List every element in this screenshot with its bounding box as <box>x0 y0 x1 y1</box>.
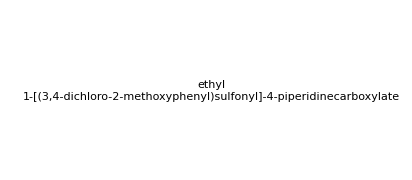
Text: ethyl 1-[(3,4-dichloro-2-methoxyphenyl)sulfonyl]-4-piperidinecarboxylate: ethyl 1-[(3,4-dichloro-2-methoxyphenyl)s… <box>23 80 400 102</box>
